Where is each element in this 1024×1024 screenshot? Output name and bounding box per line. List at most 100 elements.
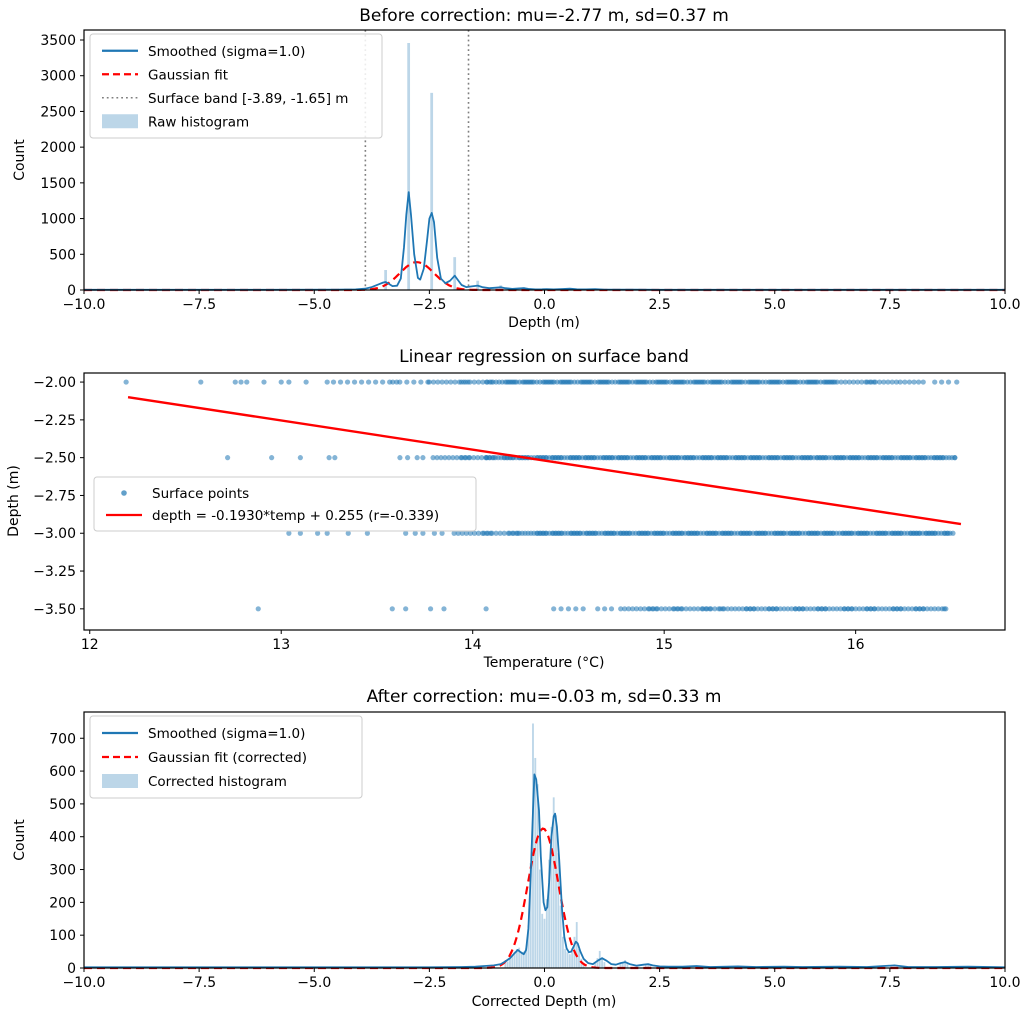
scatter-point: [441, 606, 447, 612]
scatter-point: [475, 530, 482, 536]
scatter-point: [704, 606, 710, 612]
scatter-point: [945, 530, 951, 536]
scatter-point: [430, 455, 436, 461]
histogram-bar: [525, 948, 528, 968]
scatter-point: [303, 379, 309, 385]
scatter-point: [859, 379, 865, 385]
histogram-bar: [532, 723, 534, 968]
y-tick-label: 0: [67, 283, 76, 299]
scatter-point: [337, 379, 344, 385]
histogram-bar: [571, 948, 574, 968]
x-tick-label: −10.0: [63, 975, 106, 991]
scatter-point: [838, 379, 844, 385]
scatter-point: [751, 606, 757, 612]
y-tick-label: −2.50: [33, 451, 76, 467]
scatter-point: [666, 606, 672, 612]
scatter-point: [358, 379, 365, 385]
axes-frame: [83, 372, 1006, 631]
histogram-bar: [568, 954, 571, 968]
scatter-point: [324, 379, 330, 385]
scatter-point: [868, 379, 874, 385]
scatter-point: [928, 606, 934, 612]
scatter-point: [646, 606, 653, 612]
x-tick-label: 7.5: [879, 297, 901, 313]
scatter-point: [630, 606, 636, 612]
histogram-bar: [538, 869, 541, 968]
scatter-point: [467, 379, 473, 385]
histogram-bar: [575, 922, 578, 968]
scatter-point: [898, 606, 904, 612]
scatter-point: [255, 606, 261, 612]
legend-box: [89, 715, 363, 799]
legend-patch-swatch: [102, 114, 138, 129]
scatter-point: [920, 379, 926, 385]
scatter-point: [426, 379, 432, 385]
scatter-point: [551, 606, 557, 612]
scatter-point: [471, 379, 477, 385]
scatter-point: [232, 379, 238, 385]
y-tick-label: −3.25: [33, 564, 76, 580]
scatter-point: [662, 606, 668, 612]
scatter-point: [777, 606, 783, 612]
scatter-point: [913, 606, 919, 612]
scatter-point: [932, 379, 938, 385]
histogram-bar: [626, 963, 629, 968]
scatter-point: [442, 455, 448, 461]
scatter-point: [278, 379, 284, 385]
scatter-point: [785, 606, 791, 612]
x-tick-label: 14: [464, 637, 482, 653]
scatter-point: [412, 530, 418, 536]
scatter-point: [459, 530, 465, 536]
histogram-bar: [522, 951, 525, 968]
legend-box: [89, 33, 383, 139]
scatter-point: [475, 379, 482, 385]
scatter-point: [856, 606, 862, 612]
scatter-point: [906, 379, 913, 385]
scatter-point: [830, 606, 836, 612]
scatter-point: [501, 530, 507, 536]
scatter-point: [920, 606, 927, 612]
histogram-bar: [518, 947, 521, 968]
scatter-point: [439, 530, 445, 536]
scatter-point: [740, 606, 746, 612]
y-tick-label: 700: [49, 731, 76, 747]
scatter-point: [911, 379, 917, 385]
scatter-point: [286, 379, 292, 385]
x-tick-label: 7.5: [879, 975, 901, 991]
scatter-point: [380, 379, 386, 385]
scatter-point: [842, 379, 848, 385]
legend-label: Raw histogram: [148, 114, 249, 130]
scatter-point: [811, 606, 817, 612]
scatter-point: [463, 455, 469, 461]
scatter-point: [855, 379, 861, 385]
scatter-point: [781, 606, 787, 612]
plot-before-correction: −10.0 −7.5 −5.0 −2.5 0.0 2.5 5.0 7.5 10.0 0 500 100…: [12, 6, 1021, 331]
scatter-point: [881, 379, 887, 385]
plot1-ylabel: Count: [12, 139, 28, 181]
histogram-bar: [548, 859, 551, 968]
scatter-point: [935, 606, 941, 612]
scatter-point: [573, 606, 579, 612]
histogram-bar: [624, 960, 627, 968]
scatter-point: [788, 606, 795, 612]
y-tick-label: 2500: [40, 104, 76, 120]
histogram-bar: [504, 963, 507, 968]
y-tick-label: −2.75: [33, 488, 76, 504]
plot3-ylabel: Count: [12, 819, 28, 861]
scatter-point: [675, 606, 681, 612]
legend-box: [93, 476, 477, 532]
scatter-point: [744, 606, 750, 612]
scatter-point: [871, 606, 878, 612]
plot-after-correction: −10.0 −7.5 −5.0 −2.5 0.0 2.5 5.0 7.5 10.0 0 100 200…: [12, 687, 1021, 1010]
scatter-point: [418, 379, 424, 385]
legend-label: Surface band [-3.89, -1.65] m: [148, 91, 348, 107]
scatter-point: [864, 606, 870, 612]
scatter-point: [708, 606, 714, 612]
plot2-title: Linear regression on surface band: [399, 347, 689, 367]
plot1-xlabel: Depth (m): [508, 315, 580, 331]
scatter-point: [952, 455, 958, 461]
y-tick-label: 500: [49, 247, 76, 263]
scatter-point: [430, 379, 437, 385]
scatter-point: [875, 606, 881, 612]
scatter-point: [897, 379, 903, 385]
